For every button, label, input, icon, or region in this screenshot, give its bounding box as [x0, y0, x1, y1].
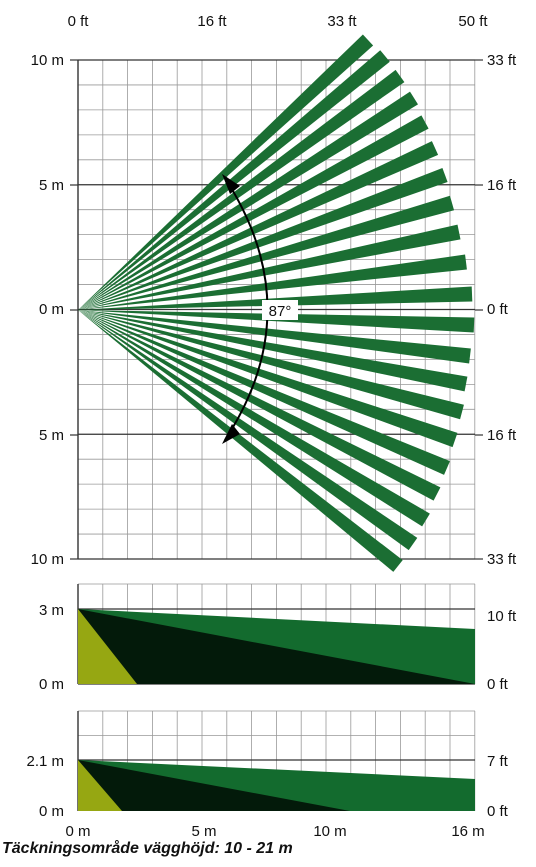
side-view-2-near-zone — [78, 760, 122, 811]
beam-20 — [78, 310, 418, 551]
angle-label-bg — [262, 300, 298, 320]
side2-right-label: 7 ft — [487, 753, 509, 770]
top-ft-label: 50 ft — [458, 13, 488, 30]
side-view-1-near-zone — [78, 609, 137, 684]
side1-right-label: 0 ft — [487, 676, 509, 693]
beam-16 — [78, 310, 458, 448]
beam-19 — [78, 310, 430, 527]
beam-12 — [78, 310, 475, 333]
side2-left-label: 0 m — [39, 803, 64, 820]
right-ft-label: 0 ft — [487, 301, 509, 318]
beam-11 — [78, 286, 473, 310]
beam-1 — [78, 34, 374, 310]
beam-9 — [78, 224, 461, 310]
left-m-label: 5 m — [39, 177, 64, 194]
side-view-mounting-2-1m — [77, 710, 476, 811]
side1-right-label: 10 ft — [487, 608, 517, 625]
right-ft-label: 33 ft — [487, 52, 517, 69]
right-ft-scale: 33 ft 16 ft 0 ft 16 ft 33 ft — [487, 52, 517, 568]
bottom-m-label: 5 m — [191, 823, 216, 840]
left-m-label: 0 m — [39, 301, 64, 318]
left-m-label: 10 m — [31, 52, 64, 69]
side1-left-label: 3 m — [39, 602, 64, 619]
left-m-scale: 10 m 5 m 0 m 5 m 10 m — [31, 52, 64, 568]
beam-2 — [78, 50, 390, 310]
side-view-1-scales: 3 m 0 m 10 ft 0 ft — [39, 602, 517, 693]
top-ft-label: 16 ft — [197, 13, 227, 30]
top-ft-scale: 0 ft 16 ft 33 ft 50 ft — [68, 13, 489, 30]
arrowhead-down-icon — [222, 424, 240, 444]
beam-7 — [78, 167, 448, 310]
arrowhead-up-icon — [222, 174, 240, 194]
bottom-m-label: 16 m — [451, 823, 484, 840]
bottom-m-label: 10 m — [313, 823, 346, 840]
top-ft-label: 33 ft — [327, 13, 357, 30]
side-view-1-dark-zone — [78, 609, 475, 684]
beam-13 — [78, 310, 471, 364]
beam-4 — [78, 91, 419, 310]
beam-17 — [78, 310, 450, 475]
coverage-diagram: 87° 0 ft 16 ft 33 ft 50 ft 10 m 5 m 0 m … — [26, 13, 517, 840]
right-ft-label: 33 ft — [487, 551, 517, 568]
beam-21 — [78, 310, 403, 572]
side1-left-label: 0 m — [39, 676, 64, 693]
beam-5 — [78, 115, 429, 310]
side-view-2-scales: 2.1 m 0 m 7 ft 0 ft — [26, 753, 508, 820]
beam-14 — [78, 310, 468, 392]
side-view-mounting-3m — [77, 583, 476, 685]
side-view-2-dark-zone — [78, 760, 350, 811]
bottom-m-scale: 0 m 5 m 10 m 16 m — [65, 823, 484, 840]
left-m-label: 10 m — [31, 551, 64, 568]
right-ft-label: 16 ft — [487, 427, 517, 444]
beam-3 — [78, 69, 405, 310]
beam-8 — [78, 195, 455, 310]
right-ft-label: 16 ft — [487, 177, 517, 194]
bottom-m-label: 0 m — [65, 823, 90, 840]
beam-fan — [78, 34, 475, 572]
left-m-label: 5 m — [39, 427, 64, 444]
beam-6 — [78, 141, 439, 310]
top-view: 87° — [70, 34, 483, 572]
beam-18 — [78, 310, 441, 501]
angle-label: 87° — [269, 303, 292, 320]
side2-right-label: 0 ft — [487, 803, 509, 820]
beam-10 — [78, 254, 467, 310]
beam-15 — [78, 310, 464, 420]
caption: Täckningsområde vägghöjd: 10 - 21 m — [2, 840, 293, 857]
top-ft-label: 0 ft — [68, 13, 90, 30]
side2-left-label: 2.1 m — [26, 753, 64, 770]
